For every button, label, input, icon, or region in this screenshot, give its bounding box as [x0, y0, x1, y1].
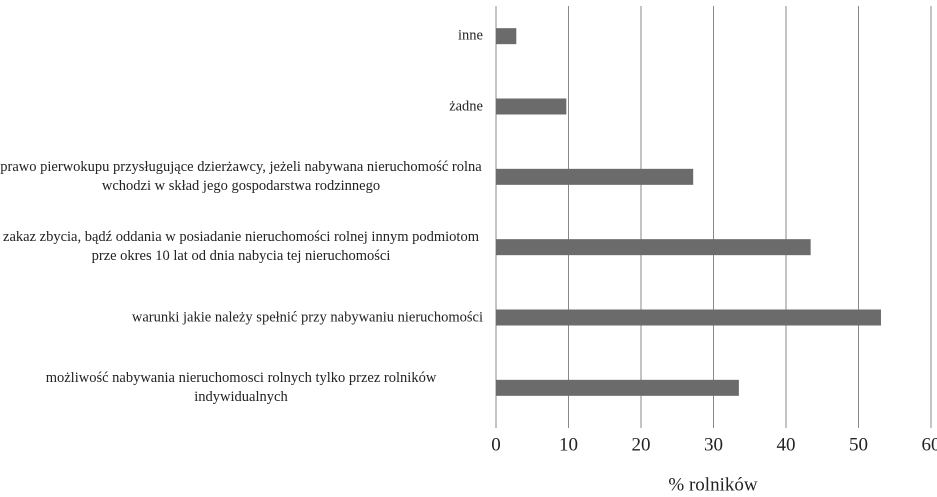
bar — [496, 168, 694, 185]
bar — [496, 28, 517, 45]
category-label: możliwość nabywania nieruchomosci rolnyc… — [45, 369, 437, 405]
category-label: zakaz zbycia, bądź oddania w posiadanie … — [3, 229, 479, 265]
category-label: żadne — [449, 98, 483, 114]
x-tick-label: 30 — [704, 434, 723, 455]
x-tick-label: 10 — [559, 434, 578, 455]
category-label-box: inne — [0, 27, 483, 46]
category-label-box: żadne — [0, 97, 483, 116]
x-tick-label: 60 — [922, 434, 937, 455]
bar — [496, 98, 567, 115]
category-label: inne — [458, 27, 483, 44]
x-tick-label: 20 — [632, 434, 651, 455]
x-axis-label: % rolników — [668, 474, 757, 495]
x-tick-label: 50 — [849, 434, 868, 455]
category-label-box: prawo pierwokupu przysługujące dzierżawc… — [0, 158, 483, 196]
bar — [496, 379, 739, 396]
bar — [496, 239, 811, 256]
category-label-box: warunki jakie należy spełnić przy nabywa… — [0, 308, 483, 327]
category-label: warunki jakie należy spełnić przy nabywa… — [131, 309, 483, 325]
category-label: prawo pierwokupu przysługujące dzierżawc… — [0, 158, 482, 194]
category-label-box: możliwość nabywania nieruchomosci rolnyc… — [0, 369, 483, 407]
category-label-box: zakaz zbycia, bądź oddania w posiadanie … — [0, 228, 483, 266]
x-tick-label: 40 — [777, 434, 796, 455]
x-tick-label: 0 — [491, 434, 501, 455]
bar — [496, 309, 881, 326]
